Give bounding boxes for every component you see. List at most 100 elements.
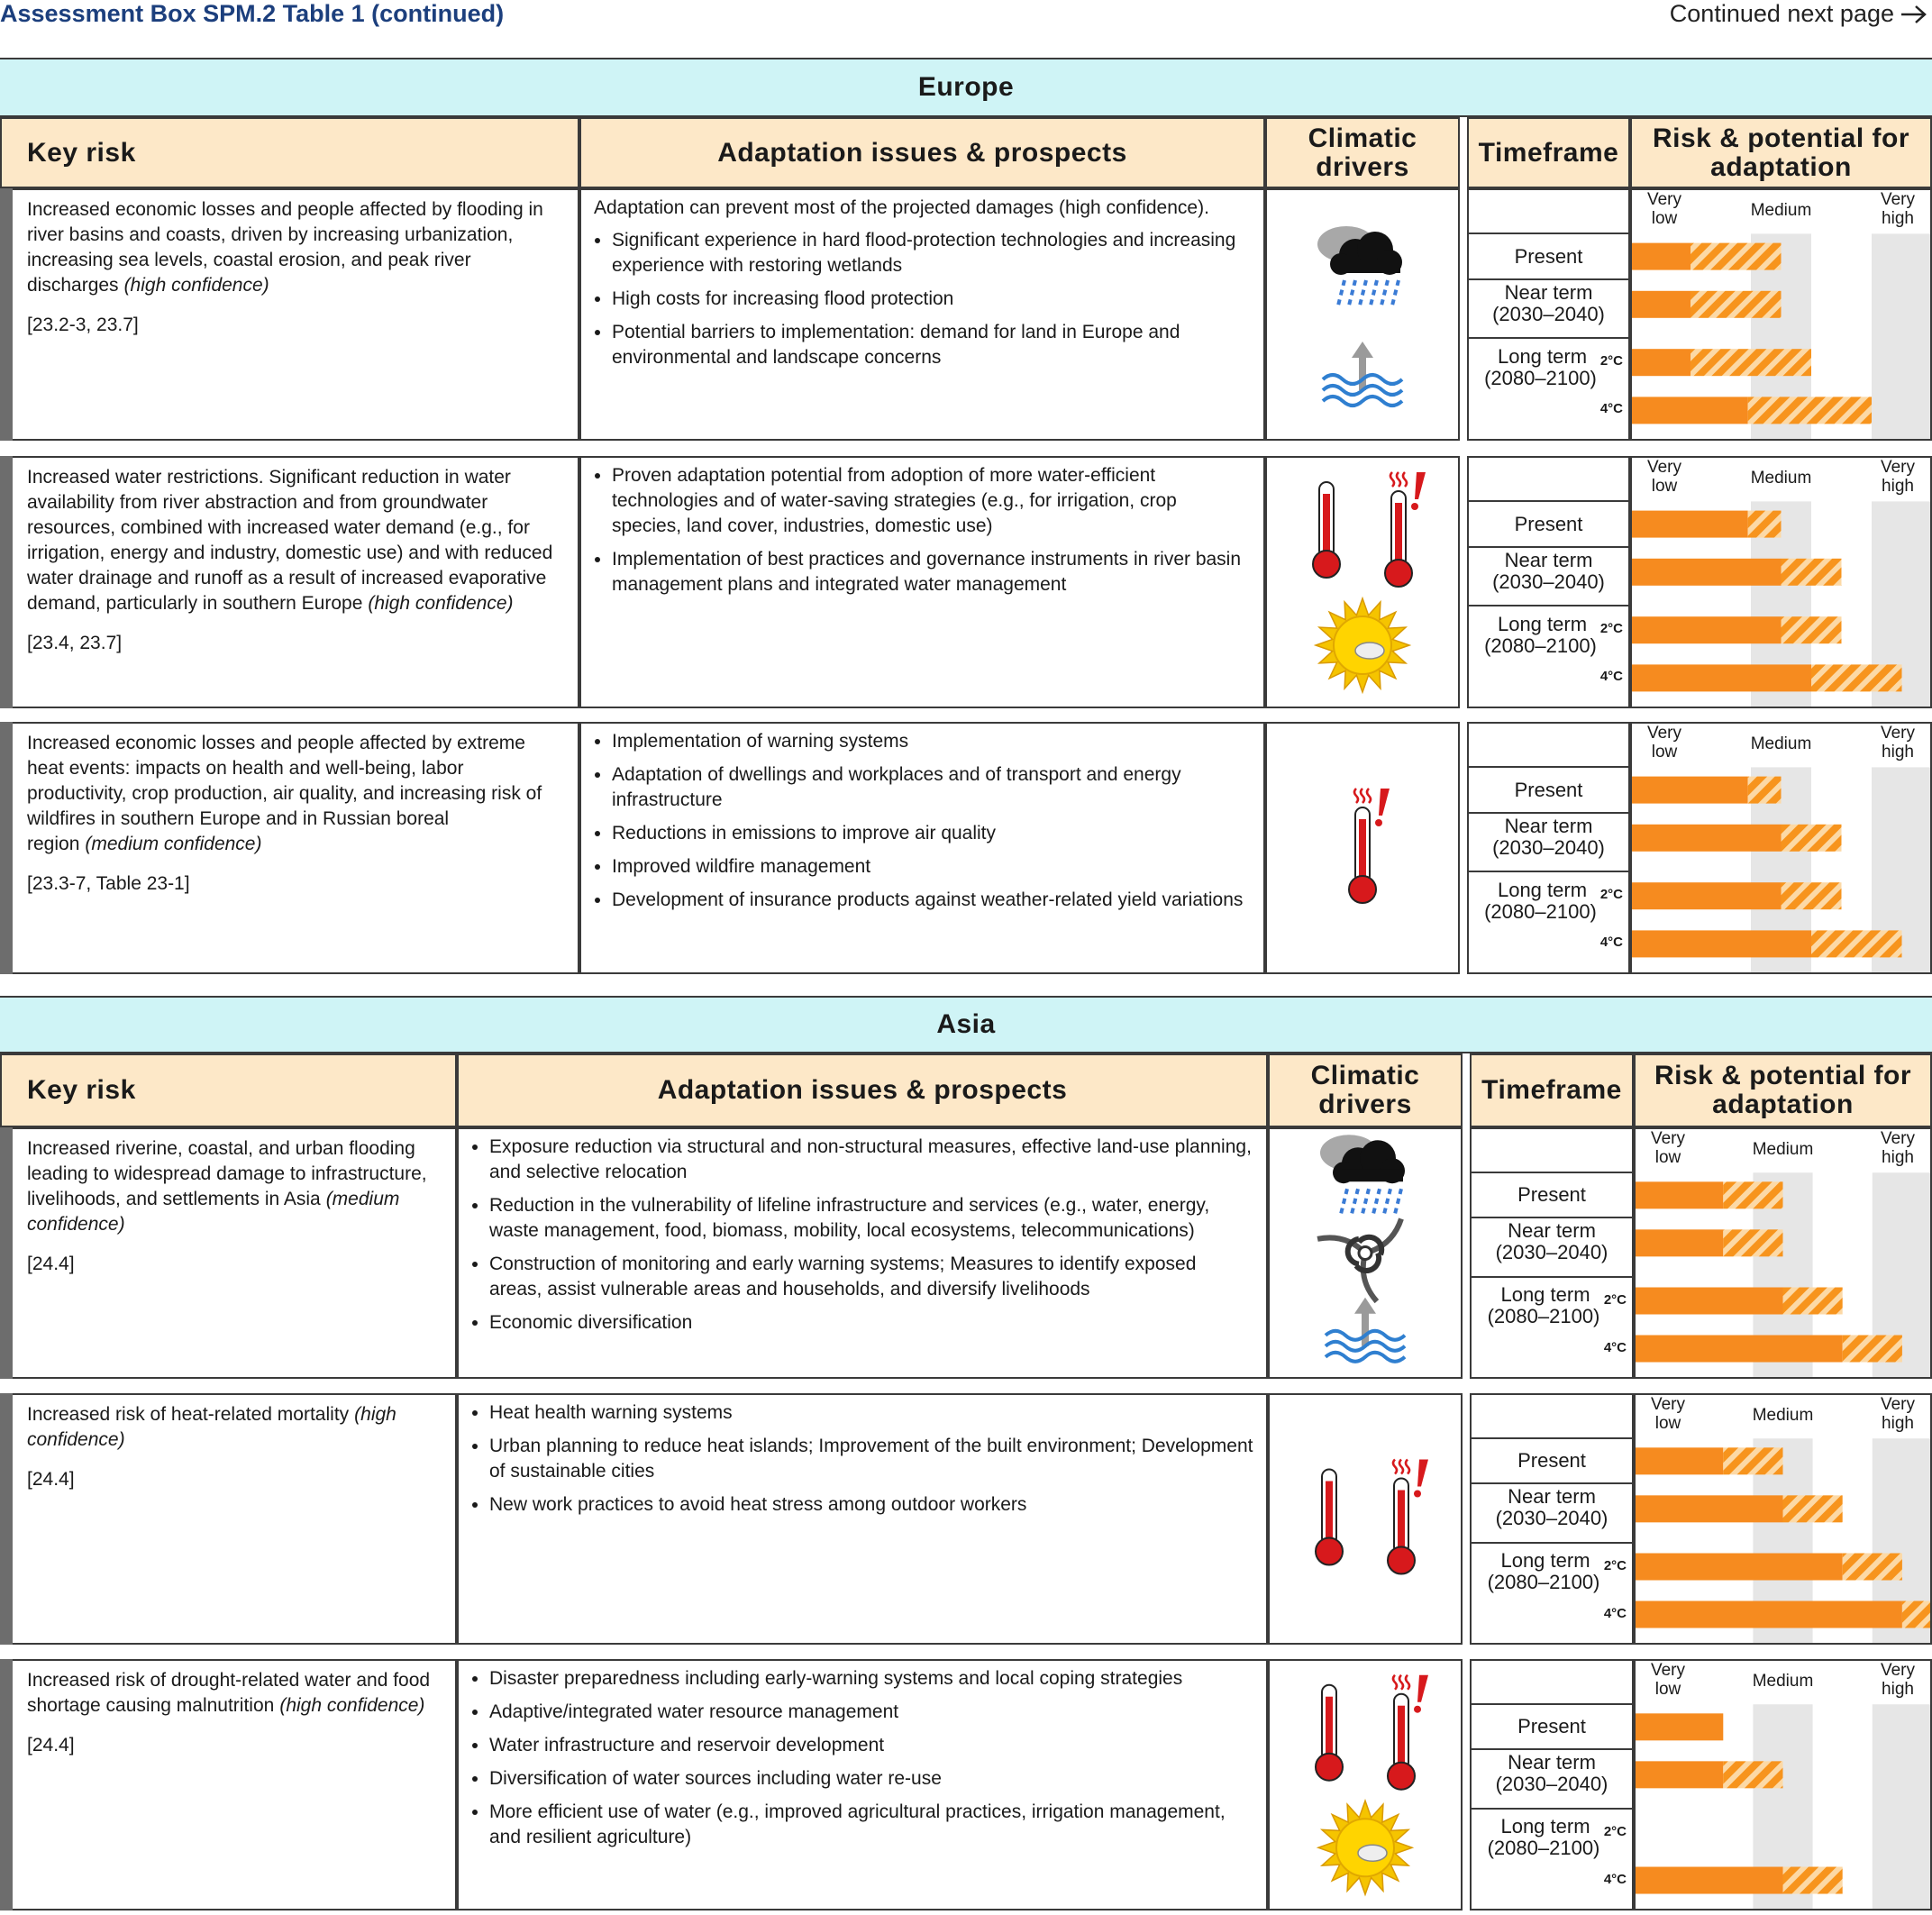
scale-label: Very low xyxy=(1650,1129,1686,1167)
timeframe-divider xyxy=(1470,1275,1634,1278)
risk-description: Increased economic losses and people aff… xyxy=(27,199,543,296)
scale-label: Very high xyxy=(1880,1395,1916,1433)
page-title: Assessment Box SPM.2 Table 1 (continued) xyxy=(0,0,505,27)
timeframe-near-years: (2030–2040) xyxy=(1495,1773,1608,1796)
scale-label: Very low xyxy=(1650,1661,1686,1699)
measure-item: Proven adaptation potential from adoptio… xyxy=(612,463,1251,539)
warming-level: 4°C xyxy=(1603,1339,1627,1355)
reference: [24.4] xyxy=(27,1254,75,1274)
timeframe-present: Present xyxy=(1517,1183,1586,1207)
adaptation-cell: Heat health warning systems Urban plannin… xyxy=(457,1393,1268,1645)
timeframe-long-years: (2080–2100) xyxy=(1484,900,1597,924)
column-header: Risk & potential for adaptation xyxy=(1634,1053,1932,1127)
timeframe-divider xyxy=(1467,811,1630,814)
column-header: Key risk xyxy=(0,1053,457,1127)
measure-item: Implementation of warning systems xyxy=(612,729,1251,754)
measure-list: Implementation of warning systems Adaptat… xyxy=(594,729,1251,913)
timeframe-near-years: (2030–2040) xyxy=(1492,302,1605,325)
row-marker xyxy=(0,1659,13,1910)
timeframe-cell xyxy=(1470,1127,1634,1379)
scale-label: Medium xyxy=(1752,1672,1814,1691)
column-header: Timeframe xyxy=(1467,117,1630,188)
timeframe-near: Near term xyxy=(1508,1219,1596,1243)
key-risk-cell: Increased risk of heat-related mortality… xyxy=(0,1393,457,1645)
scale-label: Very high xyxy=(1880,1129,1916,1167)
adaptation-cell: Disaster preparedness including early-wa… xyxy=(457,1659,1268,1910)
timeframe-long: Long term xyxy=(1500,1815,1590,1838)
confidence-level: (medium confidence) xyxy=(27,1189,400,1235)
row-marker xyxy=(0,722,13,974)
timeframe-divider xyxy=(1467,337,1630,340)
timeframe-long-years: (2080–2100) xyxy=(1484,634,1597,658)
adaptation-cell: Implementation of warning systems Adaptat… xyxy=(579,722,1265,974)
confidence-level: (medium confidence) xyxy=(85,834,262,854)
timeframe-near-years: (2030–2040) xyxy=(1495,1507,1608,1530)
measure-item: New work practices to avoid heat stress … xyxy=(489,1492,1253,1518)
scale-label: Medium xyxy=(1752,1406,1814,1425)
adaptation-intro: Adaptation can prevent most of the proje… xyxy=(594,197,1209,218)
reference: [23.2-3, 23.7] xyxy=(27,315,139,335)
scale-label: Very high xyxy=(1880,724,1916,761)
warming-level: 4°C xyxy=(1603,1871,1627,1887)
measure-item: Exposure reduction via structural and no… xyxy=(489,1135,1253,1185)
measure-list: Exposure reduction via structural and no… xyxy=(471,1135,1253,1336)
warming-level: 2°C xyxy=(1599,621,1623,637)
key-risk-cell: Increased risk of drought-related water … xyxy=(0,1659,457,1910)
timeframe-divider xyxy=(1467,278,1630,280)
timeframe-cell xyxy=(1470,1393,1634,1645)
warming-level: 2°C xyxy=(1599,887,1623,903)
measure-item: Adaptation of dwellings and workplaces a… xyxy=(612,762,1251,813)
column-header: Adaptation issues & prospects xyxy=(579,117,1265,188)
timeframe-long-years: (2080–2100) xyxy=(1487,1305,1600,1328)
timeframe-near: Near term xyxy=(1508,1751,1596,1774)
confidence-level: (high confidence) xyxy=(279,1695,425,1716)
measure-item: Significant experience in hard flood-pro… xyxy=(612,228,1251,278)
timeframe-divider xyxy=(1467,233,1630,235)
adaptation-cell: Adaptation can prevent most of the proje… xyxy=(579,188,1265,441)
timeframe-divider xyxy=(1470,1172,1634,1174)
scale-label: Very low xyxy=(1646,724,1682,761)
scale-label: Very low xyxy=(1650,1395,1686,1433)
measure-item: High costs for increasing flood protecti… xyxy=(612,287,1251,312)
key-risk-cell: Increased economic losses and people aff… xyxy=(0,722,579,974)
key-risk-cell: Increased riverine, coastal, and urban f… xyxy=(0,1127,457,1379)
column-header: Key risk xyxy=(0,117,579,188)
warming-level: 4°C xyxy=(1599,935,1623,951)
timeframe-divider xyxy=(1467,766,1630,769)
confidence-level: (high confidence) xyxy=(123,275,269,296)
warming-level: 2°C xyxy=(1603,1557,1627,1573)
row-marker xyxy=(0,1127,13,1379)
timeframe-present: Present xyxy=(1517,1449,1586,1473)
timeframe-divider xyxy=(1470,1541,1634,1544)
timeframe-present: Present xyxy=(1514,778,1583,801)
climatic-cell xyxy=(1268,1127,1463,1379)
timeframe-long: Long term xyxy=(1500,1283,1590,1307)
timeframe-divider xyxy=(1467,545,1630,548)
reference: [23.3-7, Table 23-1] xyxy=(27,873,190,894)
timeframe-divider xyxy=(1467,500,1630,503)
timeframe-near: Near term xyxy=(1504,814,1593,837)
measure-item: Construction of monitoring and early war… xyxy=(489,1252,1253,1302)
measure-item: Development of insurance products agains… xyxy=(612,888,1251,913)
scale-label: Medium xyxy=(1752,1140,1814,1159)
timeframe-near-years: (2030–2040) xyxy=(1495,1241,1608,1264)
key-risk-text: Increased water restrictions. Significan… xyxy=(27,465,563,616)
timeframe-divider xyxy=(1470,1437,1634,1440)
timeframe-near: Near term xyxy=(1508,1485,1596,1509)
timeframe-long-years: (2080–2100) xyxy=(1487,1571,1600,1594)
measure-item: Potential barriers to implementation: de… xyxy=(612,320,1251,370)
measure-item: More efficient use of water (e.g., impro… xyxy=(489,1800,1253,1850)
timeframe-divider xyxy=(1470,1748,1634,1751)
warming-level: 4°C xyxy=(1599,669,1623,685)
scale-label: Very high xyxy=(1880,1661,1916,1699)
scale-label: Very low xyxy=(1646,458,1682,496)
timeframe-divider xyxy=(1470,1703,1634,1706)
timeframe-cell xyxy=(1467,188,1630,441)
region-band: Asia xyxy=(0,996,1932,1053)
climatic-cell xyxy=(1268,1393,1463,1645)
timeframe-long: Long term xyxy=(1497,613,1588,636)
timeframe-divider xyxy=(1470,1482,1634,1485)
confidence-level: (high confidence) xyxy=(368,593,514,614)
risk-description: Increased risk of heat-related mortality xyxy=(27,1404,350,1425)
timeframe-long: Long term xyxy=(1497,345,1588,369)
